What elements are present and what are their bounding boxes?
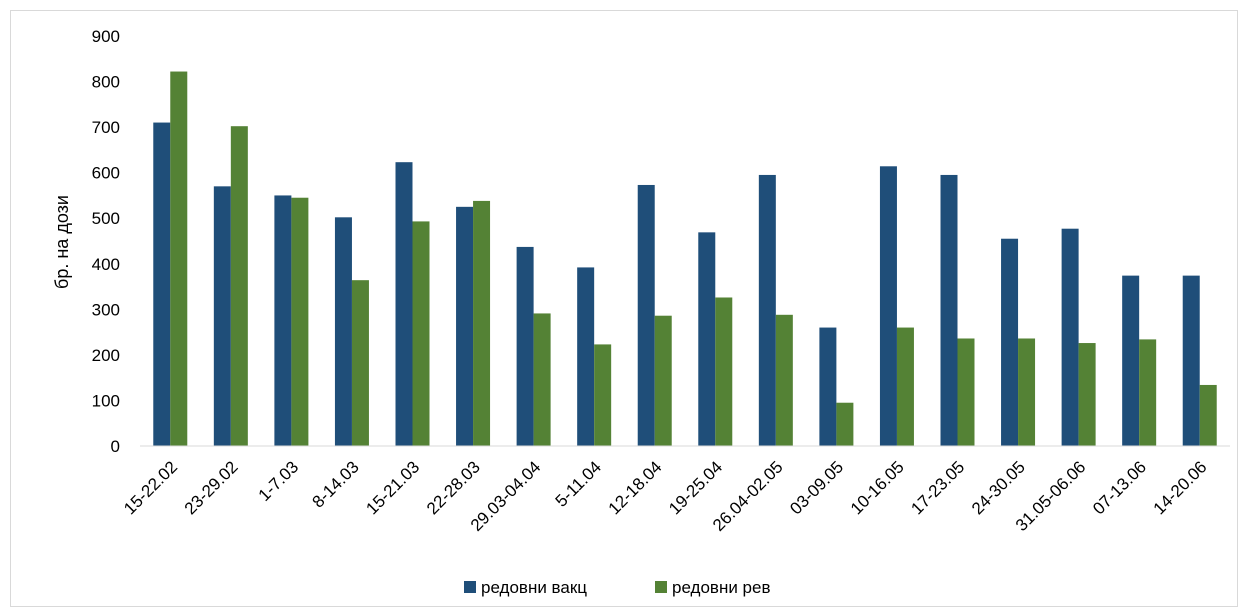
- y-tick-label: 0: [111, 437, 120, 456]
- y-tick-label: 100: [92, 391, 120, 410]
- bar-series-2: [957, 338, 975, 446]
- bar-series-2: [836, 402, 854, 446]
- bar-series-1: [577, 267, 595, 446]
- bar-series-1: [395, 162, 413, 446]
- bars: [153, 71, 1217, 447]
- y-axis-title: бр. на дози: [52, 195, 72, 289]
- bar-series-1: [637, 184, 655, 446]
- bar-series-1: [274, 195, 292, 446]
- bar-series-2: [775, 314, 793, 446]
- bar-series-2: [654, 315, 672, 446]
- x-tick-label: 07-13.06: [1089, 457, 1150, 518]
- y-tick-label: 400: [92, 255, 120, 274]
- x-axis-ticks: 15-22.02 23-29.02 1-7.03 8-14.03 15-21.03 22-…: [120, 457, 1210, 535]
- x-tick-label: 8-14.03: [309, 457, 363, 511]
- bar-series-1: [334, 217, 352, 446]
- y-tick-label: 600: [92, 164, 120, 183]
- bar-series-1: [516, 246, 534, 446]
- bar-series-2: [351, 280, 369, 446]
- bar-series-1: [1122, 275, 1140, 446]
- x-tick-label: 19-25.04: [665, 457, 726, 518]
- y-tick-label: 800: [92, 73, 120, 92]
- bar-series-1: [1061, 228, 1079, 446]
- legend-swatch: [655, 581, 667, 593]
- y-tick-label: 500: [92, 209, 120, 228]
- bar-series-2: [896, 327, 914, 446]
- bar-series-2: [1199, 384, 1217, 446]
- bar-series-1: [879, 166, 897, 447]
- bar-series-2: [412, 221, 430, 446]
- x-tick-label: 12-18.04: [605, 457, 666, 518]
- bar-series-1: [698, 232, 716, 446]
- x-tick-label: 5-11.04: [552, 457, 605, 510]
- x-tick-label: 10-16.05: [847, 457, 908, 518]
- x-tick-label: 23-29.02: [181, 457, 242, 518]
- y-tick-label: 200: [92, 346, 120, 365]
- bar-series-1: [456, 206, 474, 446]
- bar-series-1: [940, 174, 958, 446]
- x-tick-label: 15-22.02: [120, 457, 181, 518]
- y-tick-label: 300: [92, 300, 120, 319]
- legend-label: редовни рев: [672, 578, 771, 597]
- x-tick-label: 03-09.05: [786, 457, 847, 518]
- bar-series-2: [533, 313, 551, 446]
- legend-label: редовни вакц: [481, 578, 587, 597]
- x-tick-label: 22-28.03: [423, 457, 484, 518]
- x-tick-label: 24-30.05: [968, 457, 1029, 518]
- y-axis-ticks: 0 100 200 300 400 500 600 700 800 900: [92, 27, 120, 456]
- bar-series-1: [213, 186, 231, 447]
- x-tick-label: 1-7.03: [255, 457, 303, 505]
- bar-series-2: [291, 197, 309, 446]
- bar-series-2: [715, 297, 733, 446]
- y-tick-label: 900: [92, 27, 120, 46]
- bar-series-1: [1001, 238, 1019, 446]
- bar-series-2: [1078, 343, 1096, 446]
- bar-series-1: [758, 174, 776, 446]
- x-tick-label: 17-23.05: [907, 457, 968, 518]
- bar-series-1: [819, 327, 837, 446]
- bar-series-2: [1018, 338, 1036, 446]
- x-tick-label: 14-20.06: [1150, 457, 1211, 518]
- bar-series-2: [230, 126, 248, 446]
- bar-series-2: [594, 344, 612, 446]
- bar-series-2: [473, 200, 491, 446]
- y-tick-label: 700: [92, 118, 120, 137]
- bar-series-1: [153, 122, 171, 447]
- bar-series-2: [1139, 339, 1157, 446]
- x-tick-label: 15-21.03: [362, 457, 423, 518]
- bar-series-1: [1182, 275, 1200, 446]
- bar-series-2: [170, 71, 188, 447]
- legend: редовни вакц редовни рев: [464, 578, 771, 597]
- legend-swatch: [464, 581, 476, 593]
